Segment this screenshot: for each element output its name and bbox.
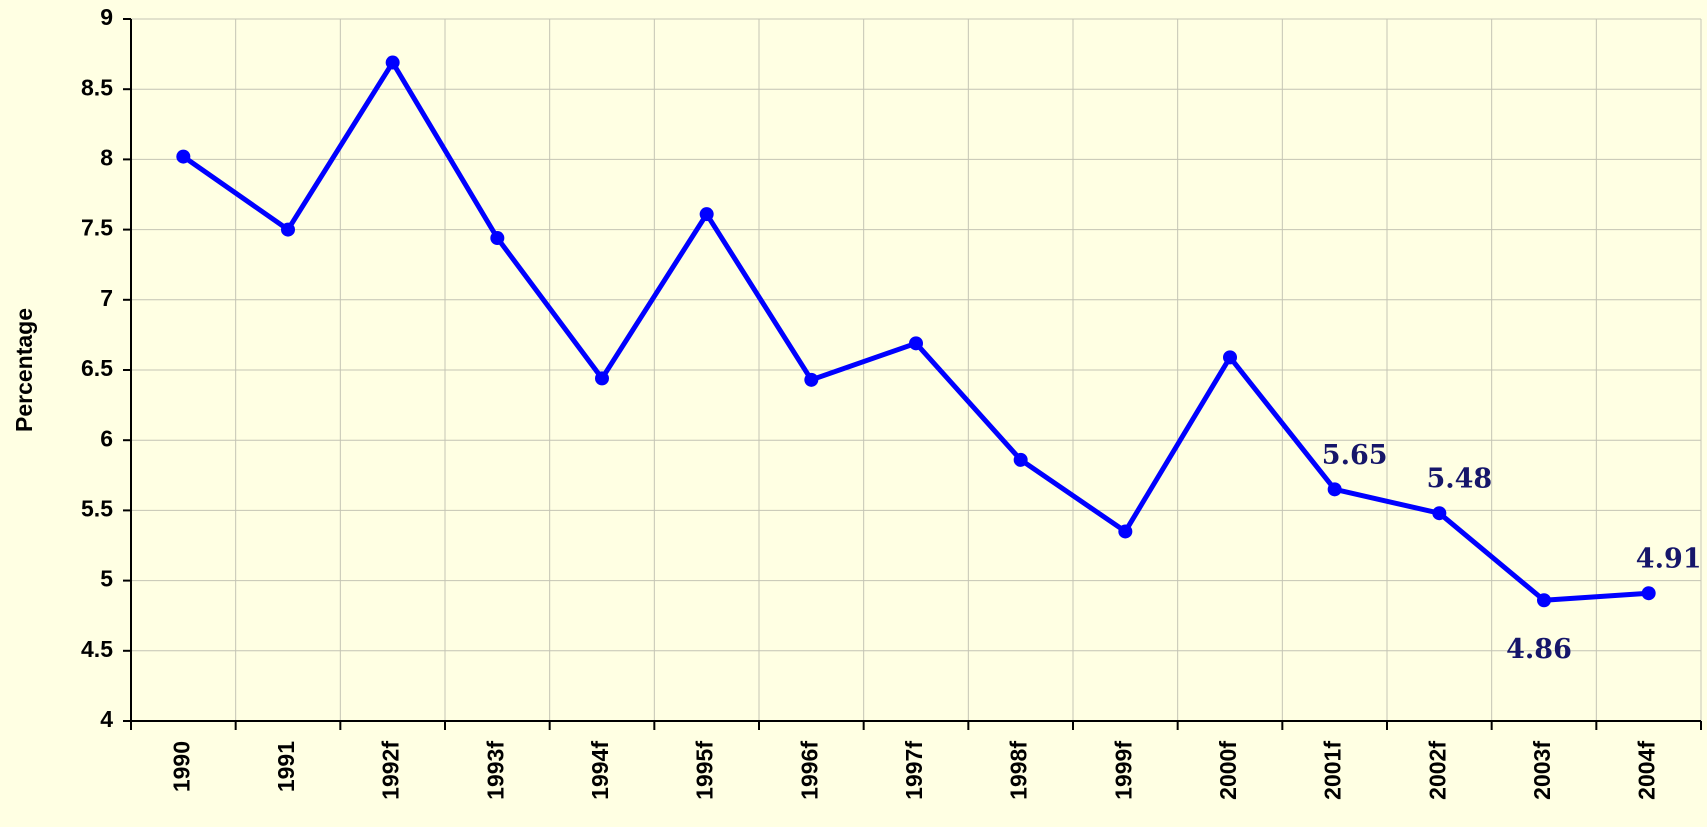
data-point: [804, 373, 818, 387]
y-tick-label: 5.5: [81, 495, 113, 521]
y-tick-label: 5: [100, 566, 113, 592]
y-tick-label: 8: [100, 144, 113, 170]
x-tick-label: 1999f: [1110, 741, 1136, 800]
x-tick-label: 2003f: [1529, 741, 1555, 800]
x-tick-label: 1992f: [378, 741, 404, 800]
y-tick-label: 6.5: [81, 355, 113, 381]
data-point: [490, 231, 504, 245]
data-point: [1118, 524, 1132, 538]
data-point: [1432, 506, 1446, 520]
data-point: [1537, 593, 1551, 607]
x-tick-label: 1991: [273, 741, 299, 792]
value-label: 5.48: [1426, 464, 1492, 495]
data-point: [1328, 482, 1342, 496]
y-axis-title: Percentage: [11, 308, 37, 432]
x-tick-label: 2001f: [1320, 741, 1346, 800]
data-point: [909, 336, 923, 350]
data-point: [1014, 453, 1028, 467]
chart: Percentage 4 4.5 5 5.5 6 6.5 7 7.5 8 8.5 9 1990 1991…: [0, 0, 1707, 827]
x-tick-label: 1990: [168, 741, 194, 792]
x-tick-label: 1995f: [692, 741, 718, 800]
y-tick-label: 7: [100, 285, 113, 311]
y-tick-label: 6: [100, 425, 113, 451]
data-point: [281, 223, 295, 237]
x-tick-label: 1993f: [482, 741, 508, 800]
x-tick-label: 1996f: [796, 741, 822, 800]
y-tick-label: 9: [100, 4, 113, 30]
x-tick-label: 1998f: [1006, 741, 1032, 800]
page: {"chart_data": {"type": "line", "y_label…: [0, 0, 1707, 827]
x-tick-label: 2000f: [1215, 741, 1241, 800]
value-label: 4.86: [1506, 634, 1572, 665]
value-label: 5.65: [1322, 440, 1388, 471]
data-point: [176, 150, 190, 164]
y-tick-label: 4: [100, 706, 113, 732]
data-point: [700, 207, 714, 221]
y-tick-label: 7.5: [81, 215, 113, 241]
x-tick-label: 2004f: [1634, 741, 1660, 800]
y-tick-label: 4.5: [81, 636, 113, 662]
x-tick-label: 1994f: [587, 741, 613, 800]
y-tick-label: 8.5: [81, 74, 113, 100]
data-point: [595, 371, 609, 385]
value-label: 4.91: [1636, 544, 1702, 575]
x-tick-label: 1997f: [901, 741, 927, 800]
data-point: [1642, 586, 1656, 600]
data-line: [183, 63, 1648, 601]
data-point: [1223, 350, 1237, 364]
data-point: [386, 56, 400, 70]
x-tick-label: 2002f: [1424, 741, 1450, 800]
